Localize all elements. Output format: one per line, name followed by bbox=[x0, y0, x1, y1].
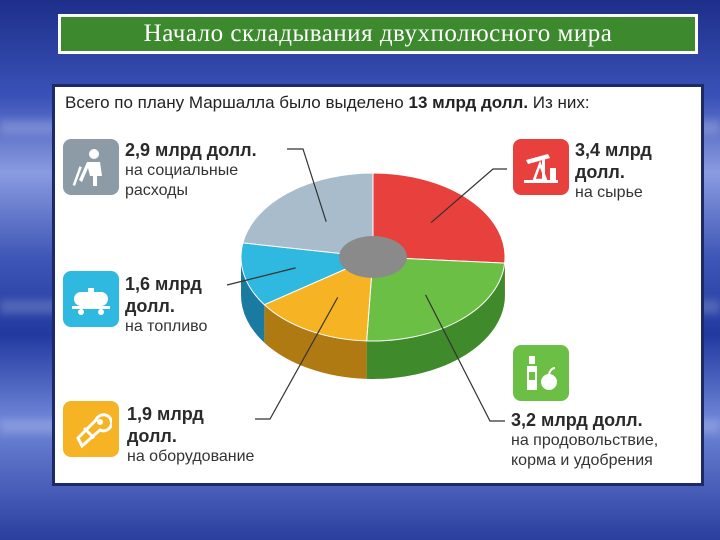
desc-food-1: на продовольствие, bbox=[511, 432, 659, 449]
label-fuel: 1,6 млрд долл. на топливо bbox=[125, 273, 207, 337]
pie-slice-1 bbox=[366, 256, 506, 342]
desc-social-1: на социальные bbox=[125, 162, 239, 179]
amount-raw-1: 3,4 млрд bbox=[575, 140, 652, 160]
chart-title-tail: Из них: bbox=[528, 93, 590, 112]
chart-title-plain: Всего по плану Маршалла было выделено bbox=[65, 93, 409, 112]
leader-line-0 bbox=[430, 168, 507, 224]
pie-slice-0 bbox=[372, 172, 506, 264]
pie-center-hub bbox=[339, 236, 407, 278]
chart-title-bold: 13 млрд долл. bbox=[408, 93, 529, 112]
chart-title: Всего по плану Маршалла было выделено 13… bbox=[65, 93, 590, 113]
pie-side-3-0 bbox=[241, 257, 265, 343]
amount-social: 2,9 млрд долл. bbox=[125, 140, 257, 160]
tanker-wagon-icon bbox=[63, 271, 119, 327]
chart-panel: Всего по плану Маршалла было выделено 13… bbox=[52, 84, 704, 486]
amount-fuel-1: 1,6 млрд bbox=[125, 274, 202, 294]
label-raw: 3,4 млрд долл. на сырье bbox=[575, 139, 652, 203]
pie-chart bbox=[226, 148, 507, 422]
desc-social-2: расходы bbox=[125, 182, 188, 199]
slide-title-box: Начало складывания двухполюсного мира bbox=[58, 14, 698, 54]
leader-line-2 bbox=[255, 297, 339, 420]
amount-fuel-2: долл. bbox=[125, 296, 175, 316]
desc-food-2: корма и удобрения bbox=[511, 452, 653, 469]
leader-line-1 bbox=[424, 294, 505, 422]
bottle-apple-icon bbox=[513, 345, 569, 401]
amount-raw-2: долл. bbox=[575, 162, 625, 182]
desc-raw: на сырье bbox=[575, 184, 643, 201]
pie-slice-4 bbox=[242, 172, 374, 258]
oil-pump-icon bbox=[513, 139, 569, 195]
label-food: 3,2 млрд долл. на продовольствие, корма … bbox=[511, 409, 658, 471]
label-social: 2,9 млрд долл. на социальные расходы bbox=[125, 139, 257, 201]
desc-fuel: на топливо bbox=[125, 318, 208, 335]
worker-icon bbox=[63, 139, 119, 195]
leader-line-4 bbox=[287, 148, 327, 222]
slide-title: Начало складывания двухполюсного мира bbox=[143, 20, 613, 47]
tools-icon bbox=[63, 401, 119, 457]
desc-equipment: на оборудование bbox=[127, 448, 255, 465]
label-equipment: 1,9 млрд долл. на оборудование bbox=[127, 403, 254, 467]
pie-side-1-0 bbox=[366, 263, 505, 379]
leader-line-3 bbox=[226, 267, 296, 286]
amount-food: 3,2 млрд долл. bbox=[511, 410, 643, 430]
amount-equipment-2: долл. bbox=[127, 426, 177, 446]
amount-equipment-1: 1,9 млрд bbox=[127, 404, 204, 424]
pie-side-2-0 bbox=[264, 304, 367, 379]
pie-slice-2 bbox=[263, 256, 374, 342]
